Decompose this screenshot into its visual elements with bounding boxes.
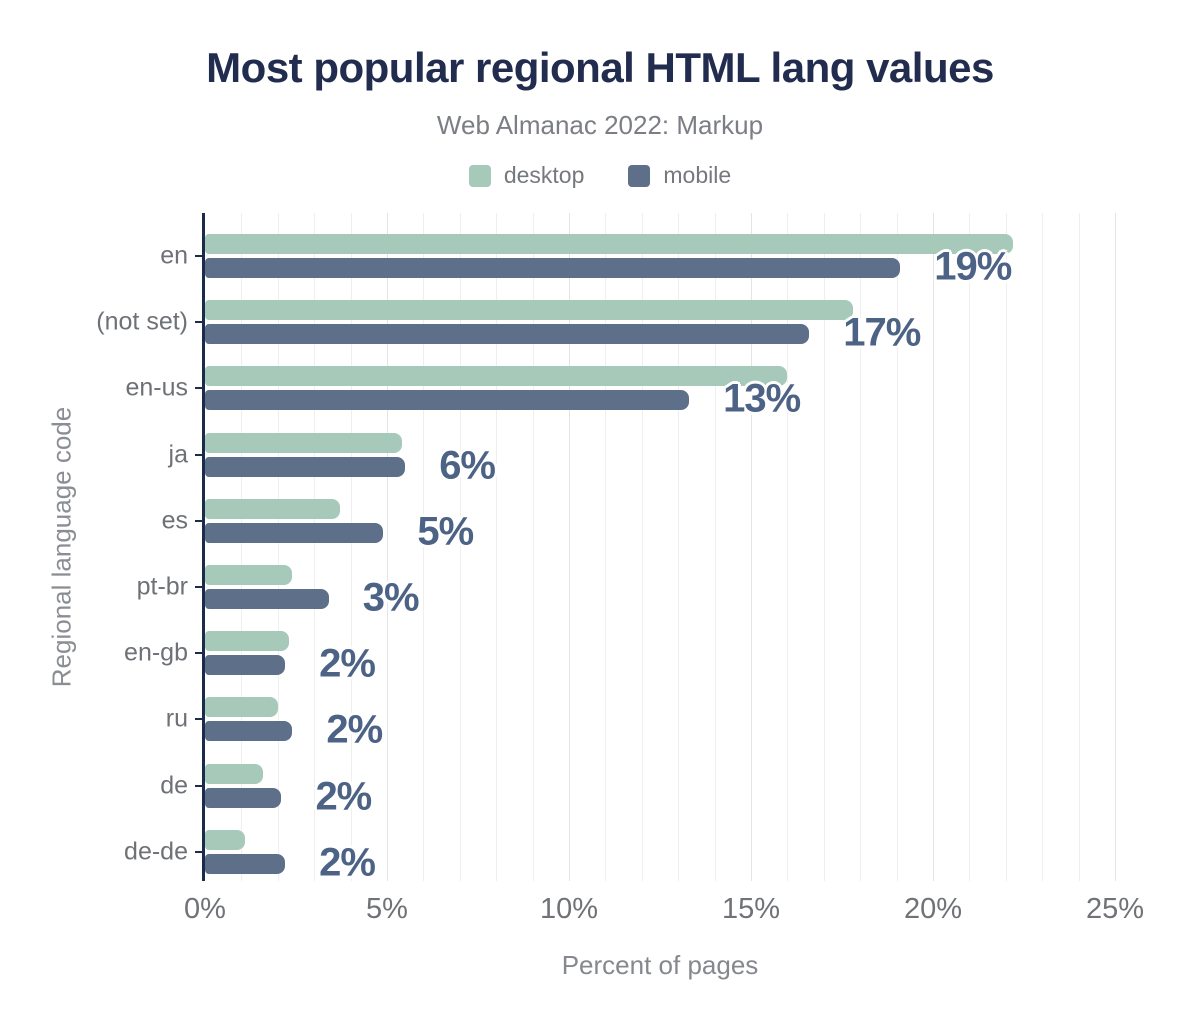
data-label-ja: 6% xyxy=(439,443,496,488)
data-label-en: 19% xyxy=(934,244,1012,289)
data-label-pt-br: 3% xyxy=(362,575,420,620)
bar-mobile-en-us[interactable] xyxy=(205,390,690,411)
gridline-17pct xyxy=(823,213,825,881)
bar-mobile-ru[interactable] xyxy=(205,721,293,742)
gridline-3pct xyxy=(314,213,316,881)
bar-desktop-(not set)[interactable] xyxy=(205,300,853,321)
category-label-en-gb: en-gb xyxy=(124,638,188,667)
y-tick-en-gb xyxy=(195,652,202,655)
y-axis-title: Regional language code xyxy=(46,406,77,688)
bar-mobile-es[interactable] xyxy=(205,522,384,543)
gridline-8pct xyxy=(496,213,498,881)
gridline-25pct xyxy=(1115,213,1116,881)
bar-desktop-en-us[interactable] xyxy=(205,366,788,387)
gridline-21pct xyxy=(969,213,971,881)
category-label-de: de xyxy=(160,771,188,800)
legend-item-desktop[interactable]: desktop xyxy=(468,162,585,189)
y-tick-(not set) xyxy=(195,321,202,324)
gridline-5pct xyxy=(387,213,388,881)
bar-mobile-en-gb[interactable] xyxy=(205,655,286,676)
bar-desktop-de-de[interactable] xyxy=(205,829,246,850)
y-tick-ru xyxy=(195,718,202,721)
category-label-en-us: en-us xyxy=(125,373,188,402)
category-label-(not set): (not set) xyxy=(96,307,188,336)
y-tick-es xyxy=(195,519,202,522)
y-axis-line xyxy=(202,213,205,881)
data-label-de-de: 2% xyxy=(319,840,376,885)
bar-mobile-ja[interactable] xyxy=(205,456,406,477)
bar-mobile-pt-br[interactable] xyxy=(205,589,329,609)
legend-label-mobile: mobile xyxy=(663,162,732,188)
data-label-en-gb: 2% xyxy=(319,641,376,686)
mobile-swatch-icon xyxy=(628,164,651,187)
gridline-12pct xyxy=(641,213,643,881)
gridline-20pct xyxy=(933,213,934,881)
x-axis-title: Percent of pages xyxy=(561,950,759,980)
category-label-pt-br: pt-br xyxy=(136,572,188,601)
gridline-6pct xyxy=(423,213,425,881)
bar-mobile-de-de[interactable] xyxy=(205,853,286,874)
data-label-es: 5% xyxy=(417,509,474,554)
y-tick-pt-br xyxy=(195,586,202,588)
category-label-en: en xyxy=(160,241,188,270)
gridline-13pct xyxy=(678,213,680,881)
data-label-en-us: 13% xyxy=(723,376,801,421)
category-label-ru: ru xyxy=(165,704,188,733)
bar-desktop-en-gb[interactable] xyxy=(205,631,289,652)
bar-mobile-(not set)[interactable] xyxy=(205,324,810,345)
y-tick-de-de xyxy=(195,850,202,853)
gridline-9pct xyxy=(532,213,534,881)
x-tick-label-15%: 15% xyxy=(721,893,781,925)
y-tick-de xyxy=(195,784,202,787)
bar-mobile-en[interactable] xyxy=(205,258,901,278)
gridline-1pct xyxy=(241,213,243,881)
bar-desktop-ja[interactable] xyxy=(205,432,402,453)
gridline-4pct xyxy=(350,213,352,881)
y-tick-en-us xyxy=(195,387,202,390)
gridline-15pct xyxy=(751,213,752,881)
legend-label-desktop: desktop xyxy=(503,162,585,188)
data-label-de: 2% xyxy=(315,774,372,819)
y-tick-ja xyxy=(195,453,202,456)
desktop-swatch-icon xyxy=(468,164,491,187)
bar-desktop-es[interactable] xyxy=(205,498,340,519)
x-tick-label-20%: 20% xyxy=(903,893,963,925)
gridline-16pct xyxy=(787,213,789,881)
bar-desktop-ru[interactable] xyxy=(205,697,278,718)
y-tick-en xyxy=(195,255,202,257)
category-label-ja: ja xyxy=(168,440,188,469)
chart-subtitle: Web Almanac 2022: Markup xyxy=(436,110,764,140)
category-label-de-de: de-de xyxy=(124,837,188,866)
bar-desktop-de[interactable] xyxy=(205,763,264,784)
data-label-(not set): 17% xyxy=(843,310,921,355)
x-tick-label-5%: 5% xyxy=(366,893,408,925)
x-tick-label-10%: 10% xyxy=(539,893,599,925)
gridline-18pct xyxy=(860,213,862,881)
data-label-ru: 2% xyxy=(326,707,383,752)
x-tick-label-25%: 25% xyxy=(1085,893,1145,925)
bar-desktop-pt-br[interactable] xyxy=(205,565,293,585)
gridline-19pct xyxy=(896,213,898,881)
gridline-2pct xyxy=(277,213,279,881)
gridline-11pct xyxy=(605,213,607,881)
legend-item-mobile[interactable]: mobile xyxy=(628,162,731,189)
bar-mobile-de[interactable] xyxy=(205,787,282,808)
legend: desktop mobile xyxy=(0,162,1200,189)
gridline-14pct xyxy=(714,213,716,881)
bar-desktop-en[interactable] xyxy=(205,234,1014,254)
gridline-10pct xyxy=(569,213,570,881)
gridline-24pct xyxy=(1078,213,1080,881)
gridline-7pct xyxy=(459,213,461,881)
category-label-es: es xyxy=(161,506,188,535)
x-tick-label-0%: 0% xyxy=(184,893,226,925)
gridline-22pct xyxy=(1005,213,1007,881)
chart-title: Most popular regional HTML lang values xyxy=(206,44,994,91)
gridline-23pct xyxy=(1042,213,1044,881)
